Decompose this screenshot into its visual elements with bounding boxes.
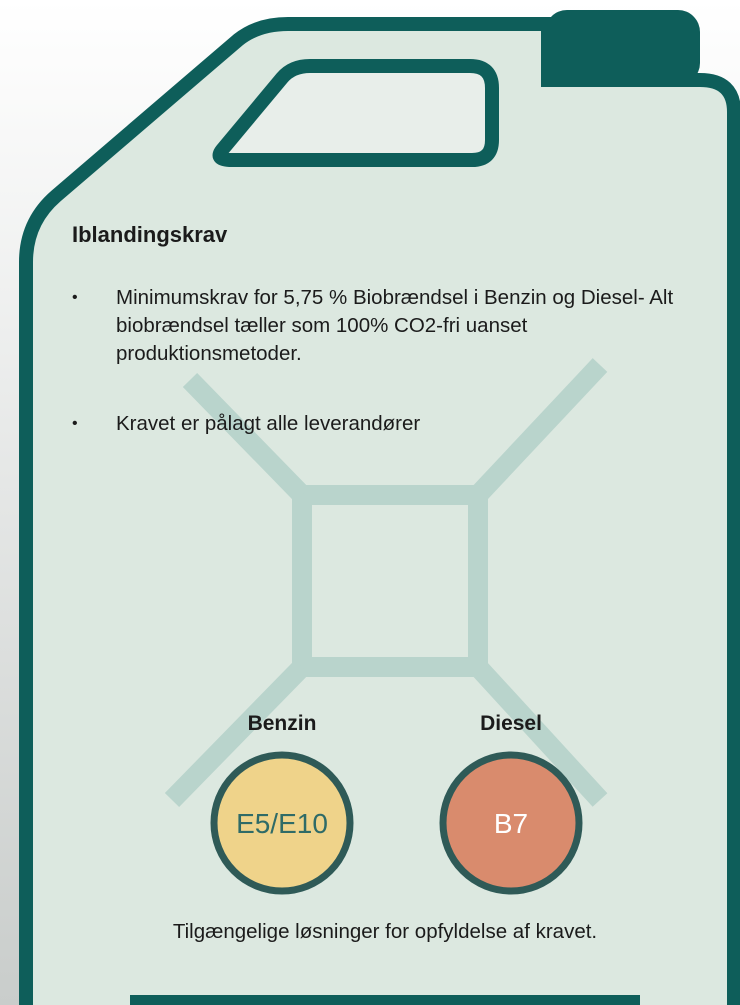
fuel-circle — [439, 751, 583, 895]
footer: Tilgængelige løsninger for opfyldelse af… — [172, 920, 598, 943]
bullet: Minimumskrav for 5,75 % Biobrændsel i Be… — [72, 284, 712, 368]
cap — [545, 10, 700, 85]
bullet-list: Minimumskrav for 5,75 % Biobrændsel i Be… — [72, 284, 712, 480]
can-body — [19, 17, 740, 1005]
bullet: Kravet er pålagt alle leverandører — [72, 410, 712, 438]
handle — [212, 59, 499, 167]
fuel-circle — [210, 751, 354, 895]
bottom-bar — [130, 995, 640, 1005]
fuel-name: Benzin — [247, 712, 317, 735]
fuel-label: B7 — [493, 808, 529, 839]
fuel-label: E5/E10 — [236, 808, 328, 839]
fuel-name: Diesel — [480, 712, 542, 735]
title: Iblandingskrav — [72, 222, 228, 247]
